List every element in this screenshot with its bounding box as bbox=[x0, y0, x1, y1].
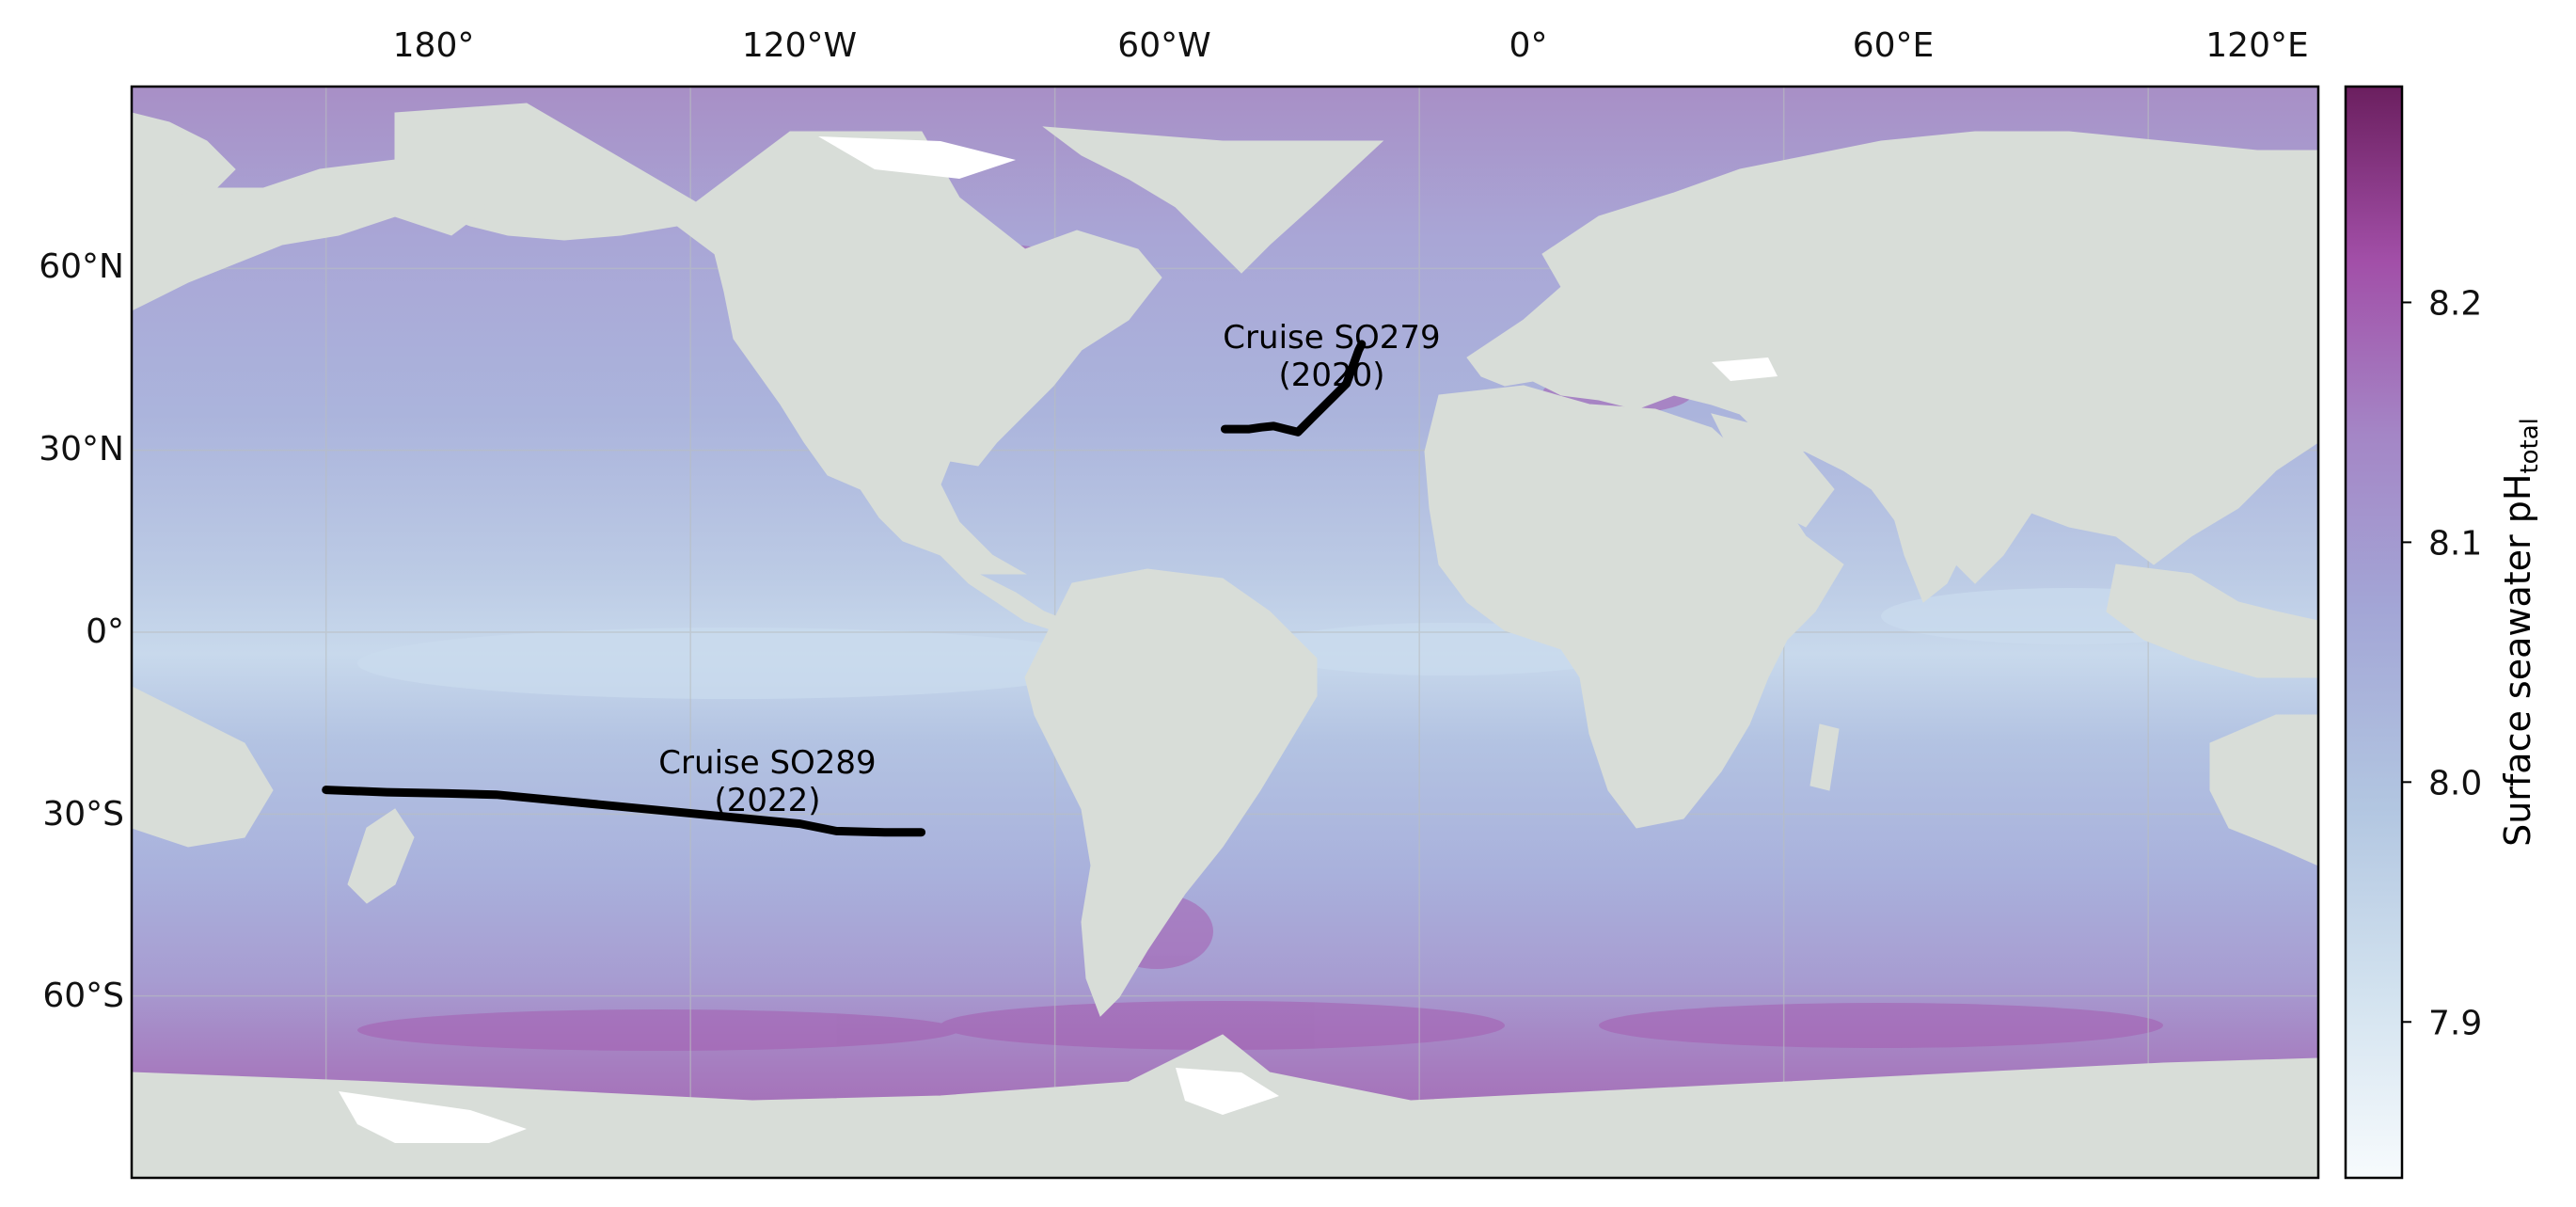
lon-tick-180: 180° bbox=[393, 26, 475, 65]
annotation-so279: Cruise SO279 (2020) bbox=[1223, 319, 1440, 394]
low-ph-band bbox=[357, 588, 2257, 699]
annotation-so279-line2: (2020) bbox=[1278, 357, 1384, 394]
lon-tick-60e: 60°E bbox=[1853, 26, 1935, 65]
annotation-so289-line1: Cruise SO289 bbox=[658, 744, 876, 782]
colorbar-gradient bbox=[2344, 85, 2404, 1180]
cruise-track-so289 bbox=[322, 786, 926, 837]
annotation-so289-line2: (2022) bbox=[714, 782, 820, 819]
lon-tick-120w: 120°W bbox=[742, 26, 857, 65]
colorbar-tick-label: 8.1 bbox=[2428, 524, 2482, 563]
ice bbox=[339, 136, 1778, 1143]
map-area bbox=[132, 87, 2318, 1178]
cruise-track-so279 bbox=[1221, 340, 1367, 437]
colorbar: 8.2 8.1 8.0 7.9 Surface seawater pHtotal bbox=[2344, 85, 2544, 1180]
colorbar-label: Surface seawater pHtotal bbox=[2497, 418, 2544, 847]
colorbar-tick-label: 7.9 bbox=[2428, 1004, 2482, 1042]
lat-tick-60n: 60°N bbox=[39, 247, 124, 286]
land bbox=[132, 103, 2318, 1178]
annotation-so279-line1: Cruise SO279 bbox=[1223, 319, 1440, 357]
colorbar-ticks: 8.2 8.1 8.0 7.9 bbox=[2402, 284, 2482, 1042]
lon-tick-120e: 120°E bbox=[2205, 26, 2308, 65]
colorbar-tick-label: 8.0 bbox=[2428, 764, 2482, 802]
colorbar-label-subscript: total bbox=[2516, 418, 2544, 473]
map-frame bbox=[130, 85, 2320, 1180]
lat-tick-60s: 60°S bbox=[42, 977, 124, 1015]
lon-tick-0: 0° bbox=[1509, 26, 1548, 65]
lat-tick-labels: 60°N 30°N 0° 30°S 60°S bbox=[39, 247, 124, 1015]
cruise-tracks bbox=[322, 340, 1367, 837]
lon-tick-labels: 180° 120°W 60°W 0° 60°E 120°E bbox=[393, 26, 2309, 65]
lon-tick-60w: 60°W bbox=[1117, 26, 1210, 65]
lat-tick-0: 0° bbox=[86, 612, 124, 651]
colorbar-tick-label: 8.2 bbox=[2428, 284, 2482, 323]
lat-tick-30n: 30°N bbox=[39, 430, 124, 469]
lat-tick-30s: 30°S bbox=[42, 795, 124, 834]
annotation-so289: Cruise SO289 (2022) bbox=[658, 744, 876, 819]
